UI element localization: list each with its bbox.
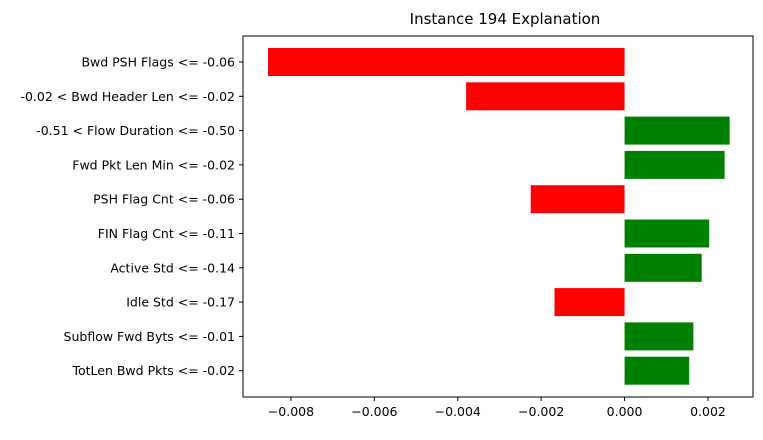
bar-6: [624, 253, 702, 282]
bar-9: [624, 356, 690, 385]
bar-0: [268, 48, 625, 76]
y-tick-label: PSH Flag Cnt <= -0.06: [93, 192, 235, 207]
bar-1: [466, 82, 625, 111]
y-tick-label: Fwd Pkt Len Min <= -0.02: [72, 157, 235, 172]
x-tick-label: −0.006: [351, 404, 397, 419]
y-tick-label: FIN Flag Cnt <= -0.11: [98, 226, 235, 241]
y-tick-label: Bwd PSH Flags <= -0.06: [81, 55, 235, 70]
bar-5: [624, 219, 710, 248]
y-tick-label: Subflow Fwd Byts <= -0.01: [64, 329, 235, 344]
chart-title: Instance 194 Explanation: [410, 10, 601, 28]
x-tick-label: 0.000: [607, 404, 643, 419]
bar-2: [624, 116, 730, 145]
x-tick-label: 0.002: [690, 404, 726, 419]
bar-3: [624, 150, 725, 179]
bars-group: [268, 48, 730, 385]
x-tick-label: −0.008: [268, 404, 314, 419]
y-tick-label: Active Std <= -0.14: [110, 260, 235, 275]
bar-7: [554, 288, 625, 317]
x-axis-ticks: −0.008 −0.006 −0.004 −0.002 0.000 0.002: [268, 397, 726, 419]
y-tick-label: -0.02 < Bwd Header Len <= -0.02: [20, 89, 235, 104]
axes-frame: [242, 35, 754, 398]
y-tick-label: -0.51 < Flow Duration <= -0.50: [36, 123, 235, 138]
y-tick-label: Idle Std <= -0.17: [126, 295, 235, 310]
bar-4: [530, 185, 625, 214]
x-tick-label: −0.002: [518, 404, 564, 419]
bar-8: [624, 322, 694, 351]
y-axis-ticks: Bwd PSH Flags <= -0.06 -0.02 < Bwd Header…: [20, 55, 243, 378]
x-tick-label: −0.004: [435, 404, 481, 419]
y-tick-label: TotLen Bwd Pkts <= -0.02: [71, 363, 235, 378]
